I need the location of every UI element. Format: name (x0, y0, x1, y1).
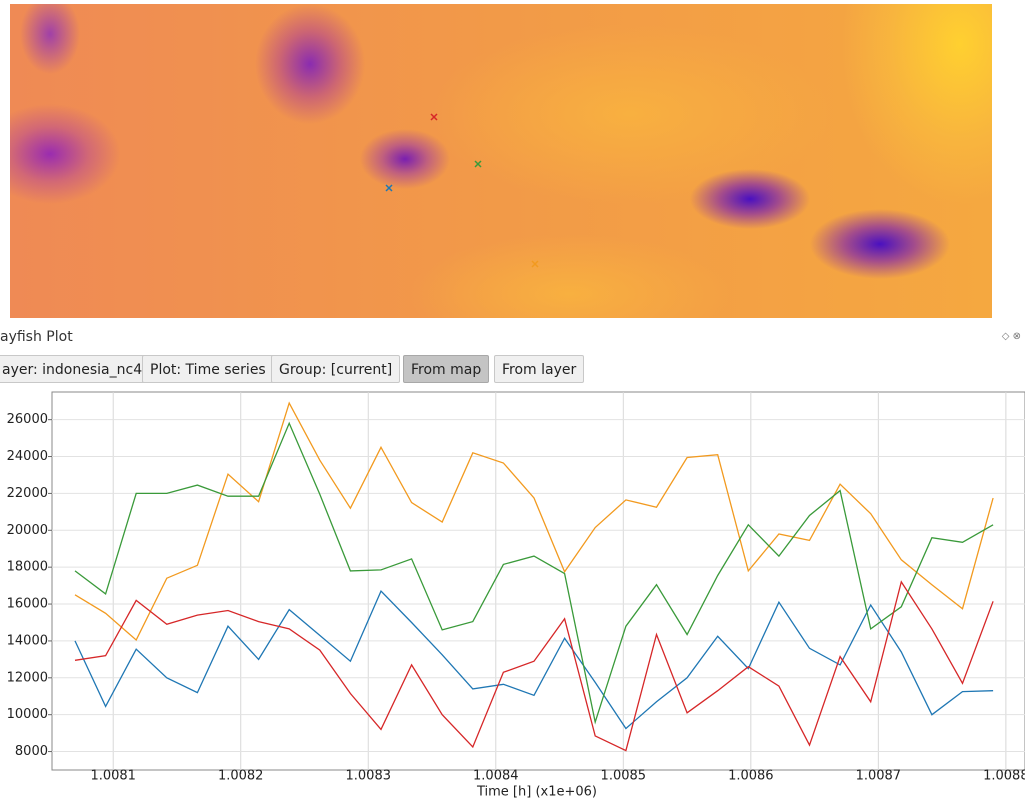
y-tick-label: 12000 (7, 670, 48, 685)
y-tick-label: 18000 (7, 560, 48, 575)
y-tick-label: 22000 (7, 486, 48, 501)
x-tick-label: 1.0083 (346, 769, 392, 784)
x-axis-label: Time [h] (x1e+06) (476, 785, 597, 800)
plot-frame (52, 392, 1025, 770)
y-tick-label: 14000 (7, 633, 48, 648)
y-tick-label: 20000 (7, 523, 48, 538)
y-tick-label: 26000 (7, 412, 48, 427)
x-tick-label: 1.0084 (473, 769, 519, 784)
x-tick-label: 1.0088 (983, 769, 1025, 784)
x-tick-label: 1.0086 (728, 769, 774, 784)
y-tick-label: 24000 (7, 449, 48, 464)
x-tick-label: 1.0081 (90, 769, 136, 784)
x-tick-label: 1.0082 (218, 769, 264, 784)
y-tick-label: 10000 (7, 707, 48, 722)
y-tick-label: 8000 (15, 744, 48, 759)
x-tick-label: 1.0085 (601, 769, 647, 784)
x-tick-label: 1.0087 (856, 769, 902, 784)
y-tick-label: 16000 (7, 597, 48, 612)
